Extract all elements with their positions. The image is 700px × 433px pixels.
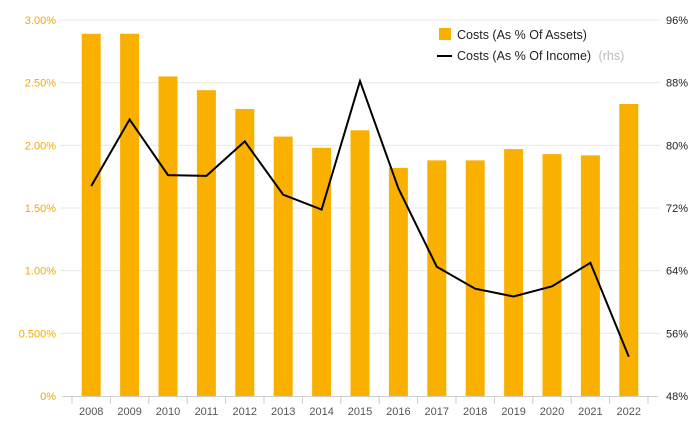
- x-tick-label: 2017: [425, 406, 449, 418]
- bar-2019: [504, 149, 524, 396]
- right-tick-label: 64%: [666, 266, 688, 278]
- x-tick-label: 2012: [233, 406, 257, 418]
- bar-2018: [465, 160, 485, 396]
- bar-2008: [81, 33, 101, 396]
- bar-2014: [312, 147, 332, 396]
- legend-label-line-suffix: (rhs): [599, 49, 625, 63]
- legend-label-line: Costs (As % Of Income): [457, 49, 591, 63]
- x-tick-label: 2009: [117, 406, 141, 418]
- legend-label-line-group: Costs (As % Of Income) (rhs): [457, 49, 624, 63]
- x-tick-label: 2014: [309, 406, 333, 418]
- x-tick-label: 2020: [540, 406, 564, 418]
- bar-2012: [235, 108, 255, 396]
- x-tick-label: 2018: [463, 406, 487, 418]
- right-tick-label: 96%: [666, 15, 688, 27]
- axes: 2008 2009 2010 2011 2012 2013 2014 2015 2016 2017…: [19, 15, 689, 418]
- left-tick-label: 2.00%: [25, 140, 56, 152]
- bar-2017: [427, 160, 447, 396]
- bar-2010: [158, 76, 178, 397]
- bar-series: [81, 33, 639, 397]
- bar-2020: [542, 154, 562, 396]
- x-tick-label: 2015: [348, 406, 372, 418]
- left-tick-label: 0.500%: [19, 328, 57, 340]
- right-tick-label: 80%: [666, 140, 688, 152]
- legend-label-bar: Costs (As % Of Assets): [457, 28, 587, 42]
- x-tick-label: 2016: [386, 406, 410, 418]
- bar-2011: [196, 90, 216, 396]
- legend: Costs (As % Of Assets) Costs (As % Of In…: [437, 28, 624, 63]
- x-tick-label: 2013: [271, 406, 295, 418]
- left-tick-label: 0%: [40, 391, 56, 403]
- bar-2013: [273, 136, 293, 396]
- x-tick-label: 2022: [617, 406, 641, 418]
- left-tick-label: 1.00%: [25, 266, 56, 278]
- x-tick-label: 2008: [79, 406, 103, 418]
- bar-2016: [388, 167, 408, 396]
- x-tick-label: 2011: [195, 406, 219, 418]
- bar-2015: [350, 130, 370, 396]
- x-tick-label: 2010: [156, 406, 180, 418]
- legend-swatch-bar: [439, 28, 451, 40]
- left-tick-label: 2.50%: [25, 78, 56, 90]
- left-tick-label: 1.50%: [25, 203, 56, 215]
- bar-2009: [120, 33, 140, 396]
- line-series: [90, 77, 630, 358]
- bar-2021: [580, 155, 600, 396]
- left-tick-label: 3.00%: [25, 15, 56, 27]
- right-tick-label: 88%: [666, 78, 688, 90]
- bar-2022: [619, 103, 639, 397]
- x-tick-label: 2019: [501, 406, 525, 418]
- right-tick-label: 56%: [666, 328, 688, 340]
- right-tick-label: 72%: [666, 203, 688, 215]
- right-tick-label: 48%: [666, 391, 688, 403]
- x-tick-label: 2021: [578, 406, 602, 418]
